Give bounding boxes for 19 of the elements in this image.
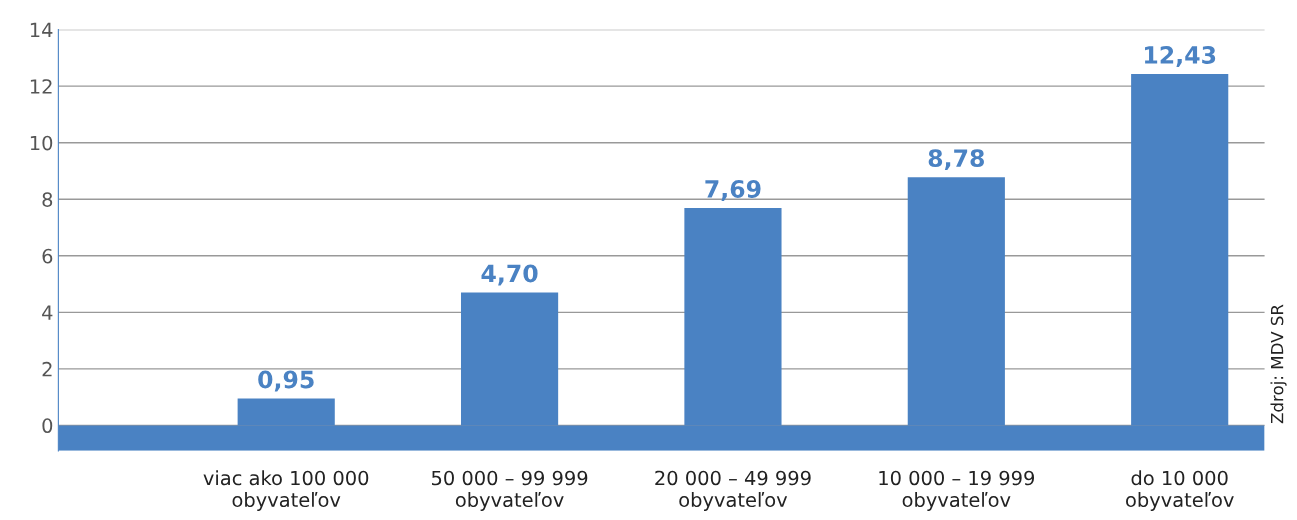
data-label: 8,78 [928,149,984,171]
y-tick-label: 2 [42,361,52,377]
data-label: 0,95 [258,370,314,392]
x-tick-label: 50 000 – 99 999 obyvateľov [432,470,588,511]
x-tick-label: 20 000 – 49 999 obyvateľov [655,470,811,511]
y-tick-label: 10 [30,135,53,151]
y-tick-label: 0 [42,418,53,434]
data-label: 4,70 [481,264,538,286]
text: Zdroj: MDV SR [1270,304,1287,424]
y-tick-label: 14 [30,22,53,38]
x-tick-label: do 10 000 obyvateľov [1126,470,1234,511]
x-tick-label: 10 000 – 19 999 obyvateľov [879,470,1035,511]
y-tick-label: 4 [42,305,53,320]
y-tick-label: 12 [30,79,52,94]
data-label: 12,43 [1145,46,1216,67]
data-label: 7,69 [705,180,761,201]
y-tick-label: 6 [42,248,53,264]
y-tick-label: 8 [42,192,53,207]
x-tick-label: viac ako 100 000 obyvateľov [203,470,369,511]
